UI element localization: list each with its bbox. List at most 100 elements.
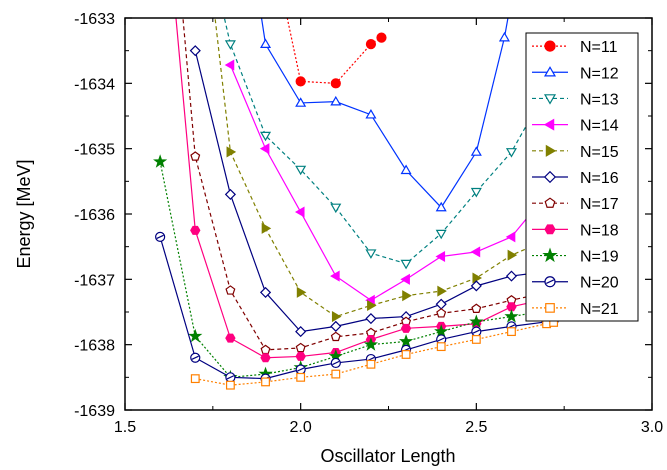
series-n-13: [215, 0, 560, 270]
y-axis-label: Energy [MeV]: [14, 159, 34, 268]
legend-marker: [544, 197, 556, 208]
data-point: [225, 380, 235, 390]
data-point: [471, 326, 482, 337]
data-point: [330, 203, 342, 214]
legend-label: N=13: [580, 91, 619, 108]
data-point: [507, 327, 516, 337]
data-point: [215, 0, 224, 3]
data-point: [498, 31, 510, 42]
legend-marker: [543, 66, 557, 77]
legend-marker: [543, 94, 557, 105]
legend-label: N=21: [580, 301, 619, 318]
x-tick-label: 1.5: [114, 419, 136, 436]
data-point: [295, 364, 306, 375]
data-point: [177, 0, 186, 2]
data-point: [225, 285, 236, 295]
legend-marker: [545, 303, 555, 313]
legend-marker: [543, 118, 555, 131]
series-line: [223, 18, 555, 265]
data-point: [434, 324, 449, 338]
data-point: [295, 351, 306, 361]
data-point: [260, 131, 272, 142]
x-tick-label: 2.5: [465, 419, 487, 436]
data-point: [365, 249, 377, 259]
y-tick-label: -1637: [74, 272, 115, 289]
data-point: [437, 285, 447, 297]
data-point: [295, 165, 307, 176]
y-tick-label: -1639: [74, 403, 115, 420]
data-point: [170, 0, 179, 2]
data-point: [400, 323, 412, 333]
data-point: [188, 328, 203, 343]
data-point: [331, 311, 342, 323]
y-tick-label: -1638: [74, 338, 115, 355]
data-point: [224, 188, 236, 200]
legend-entry: N=20: [532, 275, 619, 292]
data-point: [365, 39, 377, 50]
series-line: [195, 321, 554, 386]
series-line: [159, 236, 554, 380]
data-point: [226, 146, 237, 158]
data-point: [507, 249, 518, 261]
legend-entry: N=16: [532, 170, 619, 187]
data-point: [295, 97, 307, 107]
legend-marker: [543, 170, 557, 184]
data-point: [505, 270, 518, 282]
data-point: [365, 108, 377, 119]
legend-label: N=16: [580, 170, 619, 187]
data-point: [469, 314, 484, 328]
data-point: [402, 290, 412, 302]
series-n-19: [153, 154, 561, 384]
y-tick-label: -1633: [74, 11, 115, 28]
data-point: [435, 250, 446, 262]
data-point: [505, 148, 517, 158]
data-point: [261, 222, 272, 234]
data-point: [330, 95, 342, 106]
series-line: [229, 64, 555, 301]
x-axis-label: Oscillator Length: [320, 446, 455, 466]
data-point: [505, 231, 516, 243]
series-n-11: [286, 18, 387, 89]
legend-label: N=14: [580, 118, 619, 135]
data-point: [506, 302, 517, 312]
data-point: [330, 78, 341, 89]
legend-entry: N=13: [532, 91, 619, 108]
legend-marker: [545, 144, 557, 157]
legend-entry: N=14: [532, 118, 619, 135]
y-tick-label: -1636: [74, 207, 115, 224]
data-point: [376, 32, 387, 43]
data-point: [401, 350, 411, 359]
series-line: [194, 50, 554, 333]
data-point: [260, 353, 271, 363]
data-point: [331, 369, 341, 379]
data-point: [470, 280, 482, 292]
data-point: [189, 45, 201, 57]
data-point: [435, 201, 447, 212]
data-point: [153, 154, 168, 168]
data-point: [295, 76, 306, 87]
data-point: [260, 344, 271, 355]
series-line: [214, 18, 555, 318]
legend-label: N=19: [580, 249, 619, 266]
legend-entry: N=19: [532, 247, 619, 266]
y-tick-label: -1635: [74, 142, 115, 159]
legend-entry: N=17: [532, 196, 619, 213]
legend-marker: [542, 247, 558, 263]
data-point: [470, 246, 481, 258]
legend: N=11 N=12 N=13 N=14 N=15 N=16 N=17 N=18 N=19 N=20…: [525, 32, 639, 322]
data-point: [367, 299, 377, 311]
legend-entry: N=18: [532, 222, 619, 239]
data-point: [225, 333, 236, 343]
series-n-12: [254, 0, 510, 212]
data-point: [296, 372, 306, 382]
legend-label: N=12: [580, 65, 619, 82]
data-point: [254, 0, 263, 2]
data-point: [295, 326, 307, 338]
y-tick-label: -1634: [74, 76, 115, 93]
data-point: [471, 303, 482, 313]
series-n-14: [224, 59, 558, 306]
data-point: [365, 312, 377, 325]
data-point: [260, 38, 272, 49]
data-point: [436, 308, 447, 318]
data-point: [330, 331, 341, 342]
